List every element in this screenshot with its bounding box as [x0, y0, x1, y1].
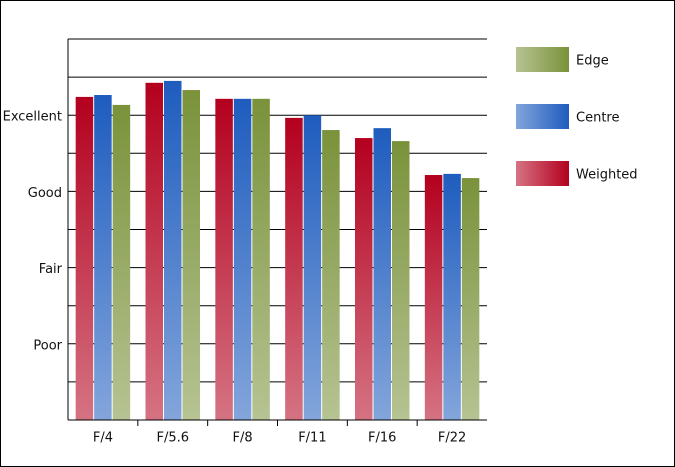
y-tick-label: Fair [39, 262, 63, 277]
bar [461, 178, 480, 420]
bar [355, 138, 373, 420]
y-tick-label: Good [28, 186, 62, 201]
legend-label: Edge [576, 54, 609, 69]
legend-swatch [516, 104, 569, 129]
x-tick-label: F/5.6 [156, 431, 189, 446]
x-tick-label: F/11 [298, 431, 326, 446]
bar [182, 90, 200, 420]
bar [112, 104, 131, 421]
bar [392, 141, 410, 420]
bar [322, 130, 340, 420]
bar [424, 175, 443, 420]
bar [233, 98, 252, 420]
bar [303, 115, 322, 420]
bar [285, 117, 303, 420]
bar [164, 80, 182, 420]
x-tick-label: F/8 [233, 431, 253, 446]
y-tick-label: Excellent [3, 110, 62, 125]
bar [373, 128, 391, 421]
bar [215, 98, 233, 420]
legend-label: Centre [576, 111, 619, 126]
bar [252, 98, 270, 420]
y-tick-label: Poor [33, 338, 62, 353]
x-tick-label: F/16 [368, 431, 396, 446]
x-tick-label: F/22 [438, 431, 466, 446]
bar [75, 96, 94, 421]
bar [443, 173, 461, 420]
legend-label: Weighted [576, 168, 638, 183]
legend-swatch [516, 47, 569, 72]
legend-swatch [516, 161, 569, 186]
bar [145, 82, 163, 420]
bar [94, 95, 112, 420]
x-tick-label: F/4 [93, 431, 113, 446]
